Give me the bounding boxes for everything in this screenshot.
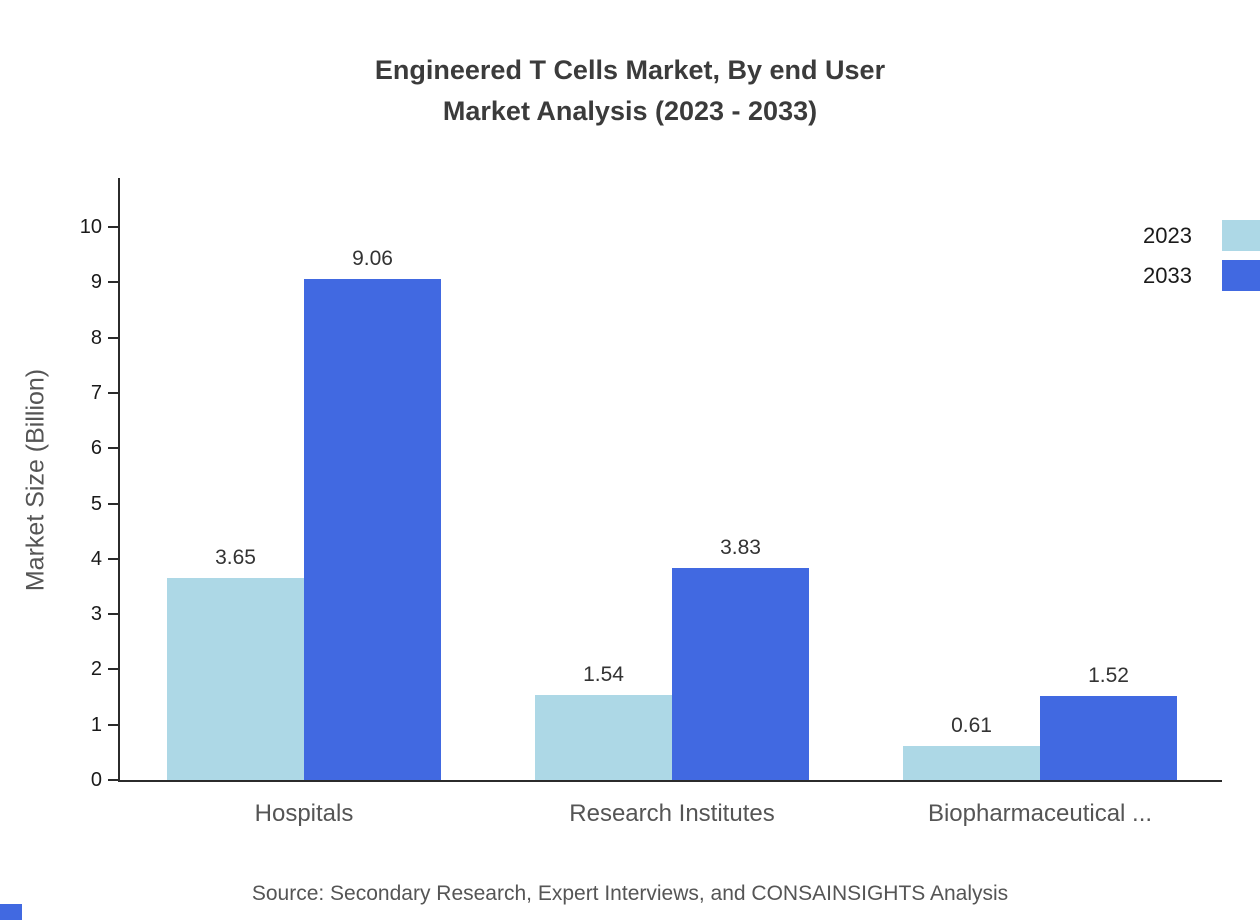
bar-2033-research-institutes — [672, 568, 809, 780]
legend-item-2023: 2023 — [1143, 220, 1260, 251]
bar-value-label: 3.65 — [215, 546, 256, 570]
bar-2033-hospitals — [304, 278, 441, 780]
legend-label: 2033 — [1143, 262, 1192, 288]
legend-label: 2023 — [1143, 222, 1192, 248]
y-tick-label: 0 — [90, 769, 102, 791]
y-tick-label: 5 — [90, 492, 102, 515]
plot-area: 0 1 2 3 4 5 6 7 8 9 10 3.65 9.06 Hospitals 1.54 3.83 Res… — [80, 178, 1222, 827]
y-tick-label: 4 — [90, 547, 102, 570]
y-tick-mark — [108, 391, 118, 394]
y-tick-mark — [108, 613, 118, 616]
legend-swatch-icon — [1222, 260, 1260, 291]
chart-title-line2: Market Analysis (2023 - 2033) — [442, 96, 818, 126]
bar-value-label: 3.83 — [720, 536, 761, 560]
y-tick-mark — [108, 557, 118, 560]
chart-title: Engineered T Cells Market, By end User M… — [0, 50, 1260, 132]
y-tick-label: 7 — [90, 381, 102, 404]
legend-item-2033: 2033 — [1143, 260, 1260, 291]
y-tick-label: 2 — [90, 658, 102, 681]
y-tick-label: 9 — [90, 271, 102, 294]
y-tick-label: 6 — [90, 437, 102, 460]
y-tick-label: 3 — [90, 603, 102, 626]
bar-value-label: 9.06 — [352, 246, 393, 270]
legend-swatch-icon — [1222, 220, 1260, 251]
x-category-label: Research Institutes — [569, 800, 775, 827]
footer-accent-mark — [0, 904, 22, 920]
x-category-label: Biopharmaceutical ... — [927, 800, 1153, 827]
y-tick-label: 8 — [90, 326, 102, 349]
x-category-label: Hospitals — [254, 800, 354, 827]
y-tick-mark — [108, 447, 118, 450]
bar-value-label: 0.61 — [951, 714, 992, 738]
y-tick-mark — [108, 336, 118, 339]
y-tick-mark — [108, 502, 118, 505]
bar-2023-biopharmaceutical — [903, 746, 1040, 780]
y-tick-mark — [108, 226, 118, 228]
bar-value-label: 1.54 — [583, 662, 624, 686]
y-tick-mark — [108, 668, 118, 671]
bar-2023-hospitals — [167, 578, 304, 780]
legend: 2023 2033 — [1143, 220, 1260, 291]
y-axis-label: Market Size (Billion) — [21, 368, 50, 592]
bar-value-label: 1.52 — [1088, 663, 1129, 687]
y-tick-label: 10 — [79, 216, 102, 238]
bar-2023-research-institutes — [535, 694, 672, 780]
y-tick-mark — [108, 281, 118, 284]
y-tick-mark — [108, 779, 118, 781]
source-note: Source: Secondary Research, Expert Inter… — [251, 882, 1009, 905]
y-tick-mark — [108, 723, 118, 726]
bar-2033-biopharmaceutical — [1040, 695, 1177, 780]
y-tick-label: 1 — [90, 713, 102, 736]
chart-title-line1: Engineered T Cells Market, By end User — [374, 55, 886, 85]
